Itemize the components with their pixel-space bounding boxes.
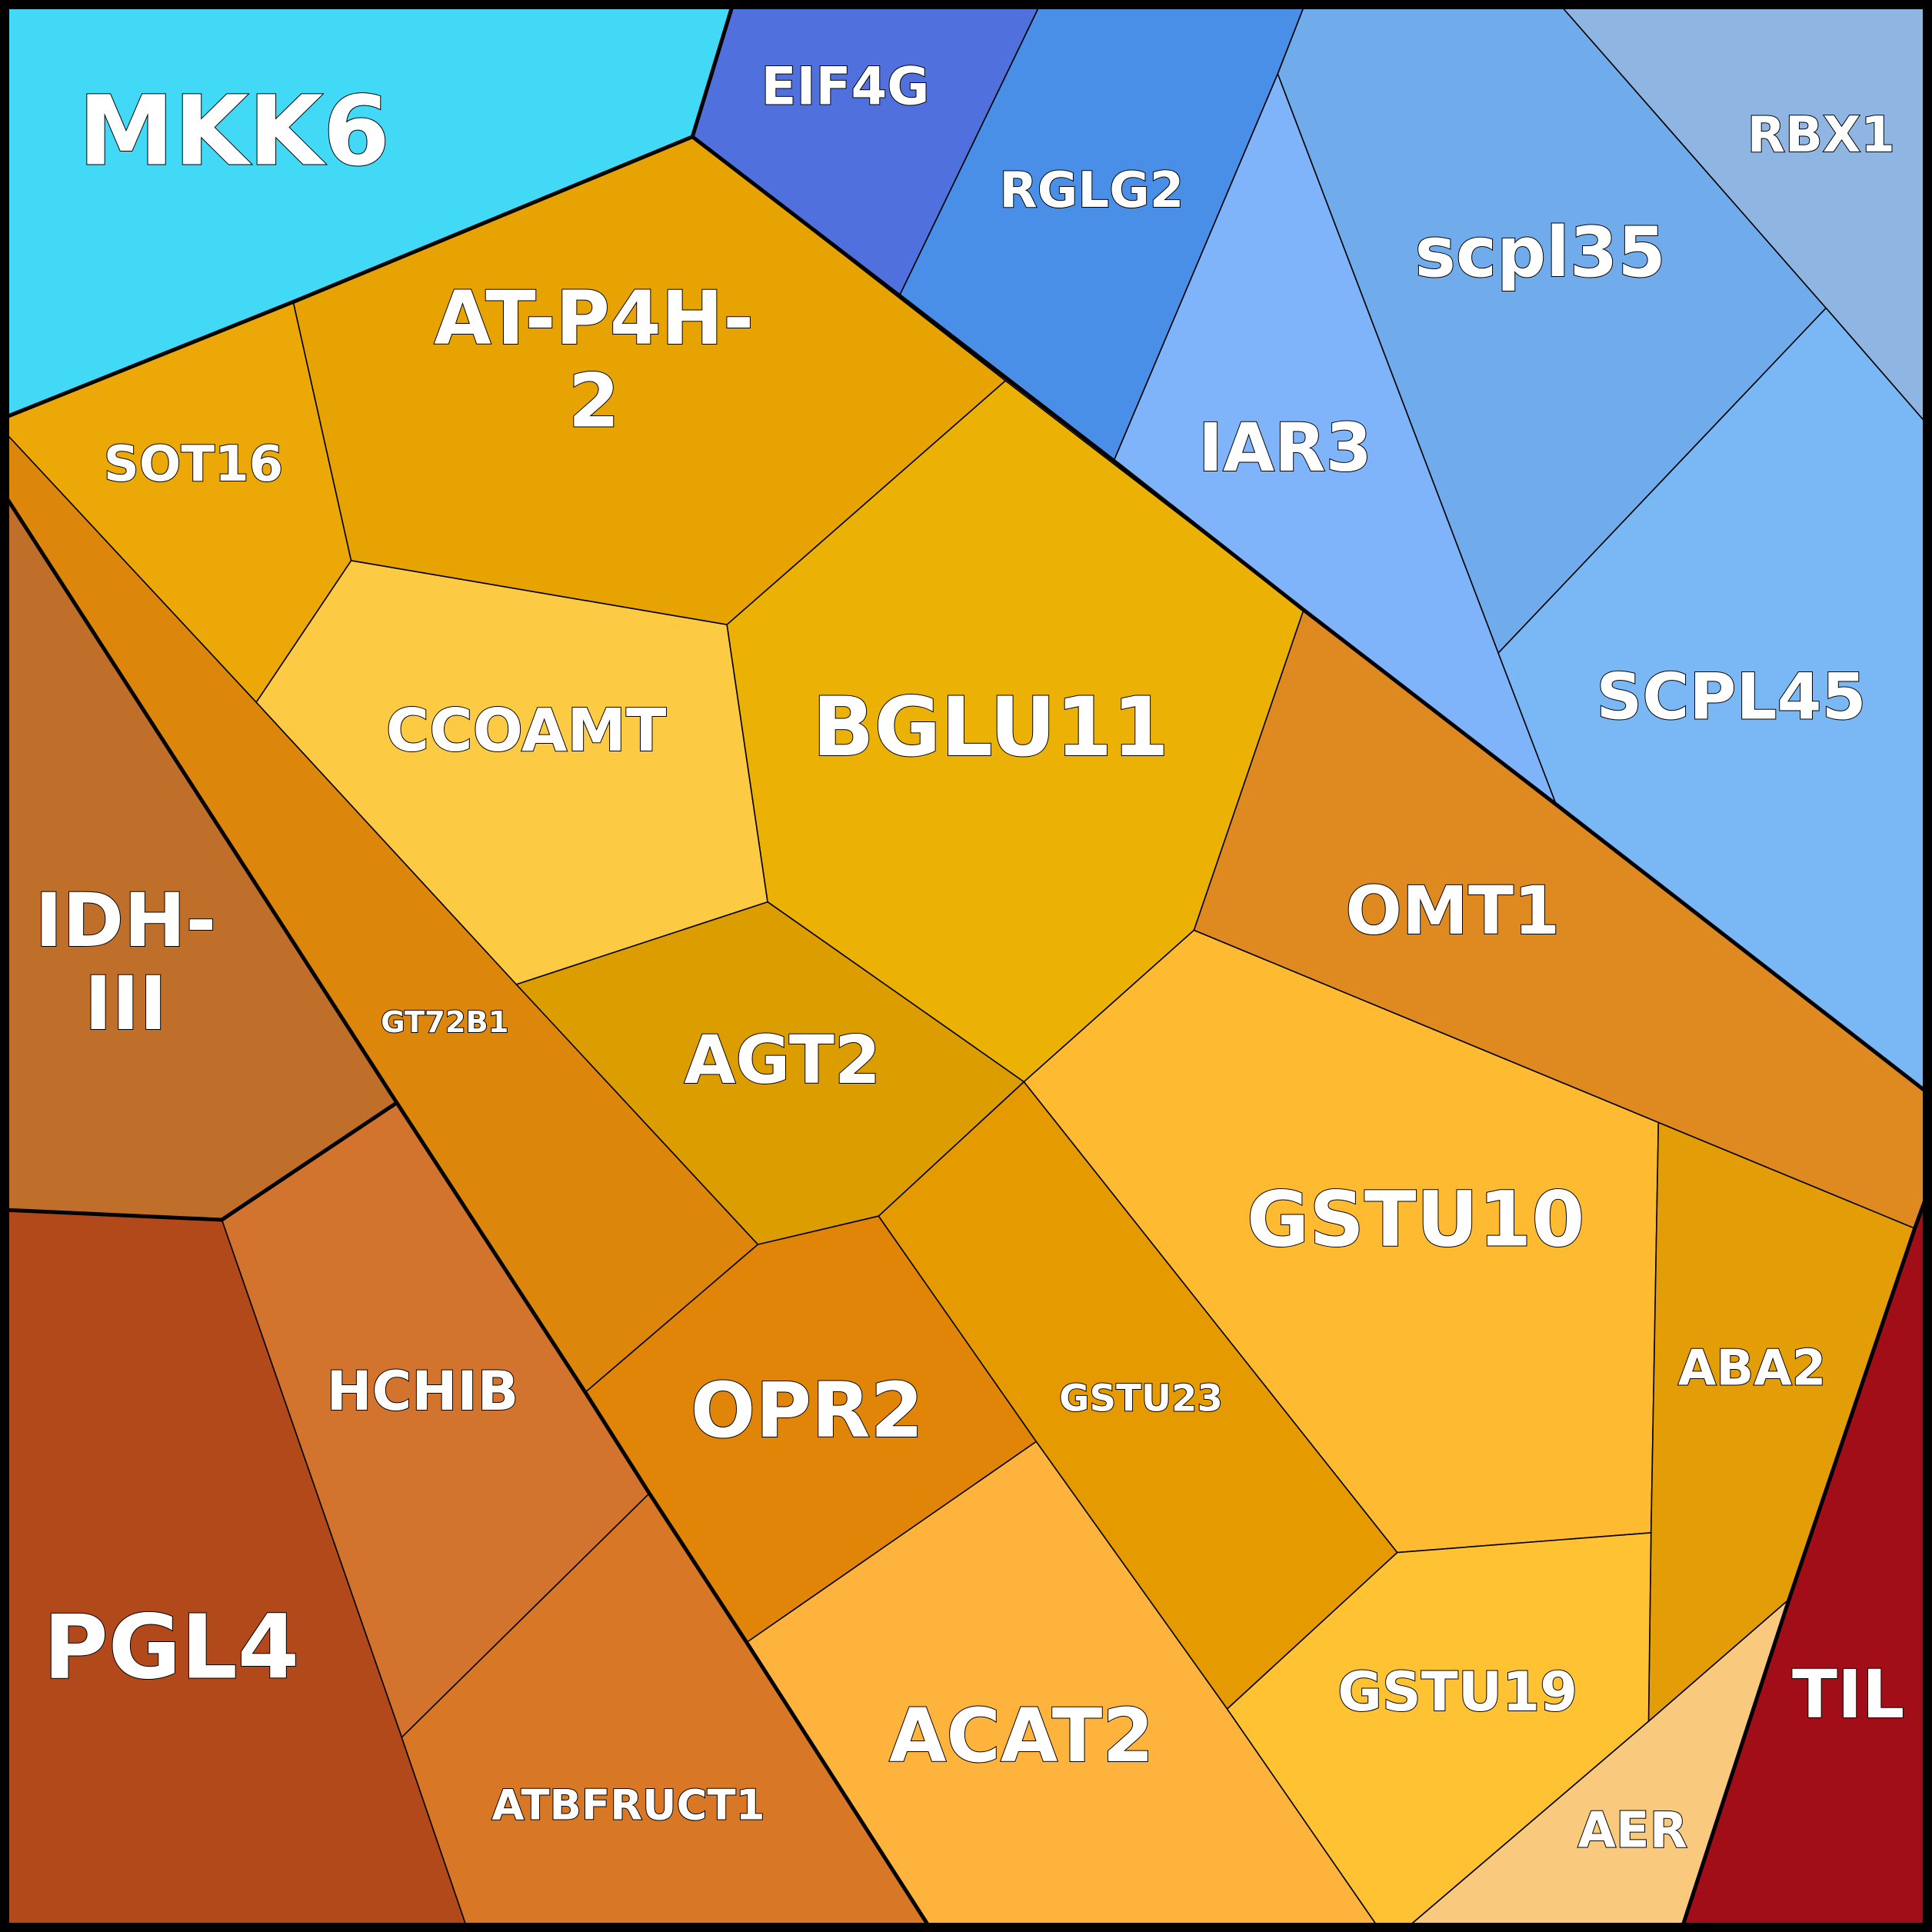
- cell-label-omt1: OMT1: [1345, 873, 1560, 950]
- cell-label-idh-iii-line-1: IDH-: [35, 878, 216, 964]
- cell-label-rglg2: RGLG2: [999, 162, 1184, 219]
- cell-label-idh-iii-line-2: III: [85, 961, 167, 1047]
- cell-label-rbx1: RBX1: [1747, 107, 1895, 164]
- cell-label-at-p4h-2-line-2: 2: [568, 358, 620, 444]
- cell-label-mkk6: MKK6: [78, 76, 390, 188]
- labels-layer: MKK6 EIF4G RGLG2 scpl35 RBX1 IAR3 SCPL45 SOT16 A…: [34, 55, 1905, 1860]
- cell-label-iar3: IAR3: [1198, 410, 1372, 487]
- cell-label-scpl45: SCPL45: [1596, 660, 1866, 734]
- group-border-4: [7, 1101, 398, 1222]
- cell-label-pgl4: PGL4: [43, 1597, 299, 1700]
- cells-layer: [6, 6, 1926, 1926]
- cell-label-eif4g: EIF4G: [761, 56, 929, 116]
- cell-label-gt72b1: GT72B1: [381, 1005, 508, 1040]
- cell-label-hchib: HCHIB: [327, 1360, 519, 1423]
- group-border-5: [1681, 1201, 1927, 1926]
- group-border-1: [6, 135, 1926, 1092]
- cell-label-opr2: OPR2: [691, 1367, 924, 1455]
- cell-label-sot16: SOT16: [104, 436, 284, 493]
- group-border-2: [690, 6, 734, 138]
- cell-label-at-p4h-2-line-1: AT-P4H-: [434, 275, 754, 361]
- cell-label-agt2: AGT2: [684, 1022, 881, 1099]
- cell-label-aer: AER: [1577, 1802, 1687, 1859]
- cell-label-gstu10: GSTU10: [1247, 1176, 1585, 1264]
- cell-label-til: TIL: [1792, 1657, 1904, 1734]
- cell-label-bglu11: BGLU11: [812, 680, 1169, 774]
- cell-label-aba2: ABA2: [1678, 1341, 1827, 1397]
- cell-label-ccoamt: CCOAMT: [386, 697, 667, 765]
- cell-label-gstu19: GSTU19: [1337, 1661, 1577, 1724]
- group-border-3: [5, 498, 930, 1926]
- cell-label-acat2: ACAT2: [889, 1693, 1154, 1779]
- cell-label-atbfruct1: ATBFRUCT1: [491, 1780, 764, 1829]
- cell-label-scpl35: scpl35: [1414, 213, 1665, 293]
- cell-label-gstu23: GSTU23: [1059, 1377, 1223, 1421]
